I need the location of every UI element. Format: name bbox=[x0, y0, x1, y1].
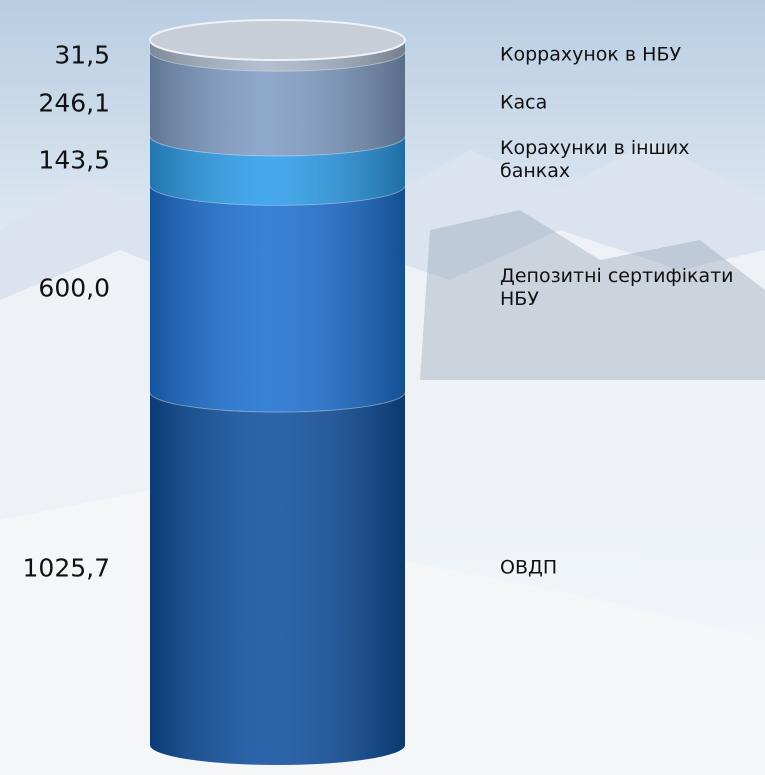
value-label: 143,5 bbox=[0, 146, 110, 175]
page: 1025,7 ОВДП 600,0 Депозитні сертифікати НБУ… bbox=[0, 0, 765, 775]
value-label: 1025,7 bbox=[0, 554, 110, 583]
chart bbox=[0, 0, 765, 775]
segment-shade bbox=[150, 185, 405, 412]
legend-label: Депозитні сертифікати НБУ bbox=[500, 266, 750, 312]
value-label: 246,1 bbox=[0, 89, 110, 118]
segment-shade bbox=[150, 392, 405, 765]
legend-label: Каса bbox=[500, 92, 750, 115]
cylinder bbox=[150, 20, 405, 765]
legend-label: Коррахунок в НБУ bbox=[500, 44, 750, 67]
legend-label: Корахунки в інших банках bbox=[500, 138, 750, 184]
legend-label: ОВДП bbox=[500, 557, 750, 580]
cap bbox=[150, 20, 405, 60]
value-label: 31,5 bbox=[0, 41, 110, 70]
value-label: 600,0 bbox=[0, 274, 110, 303]
